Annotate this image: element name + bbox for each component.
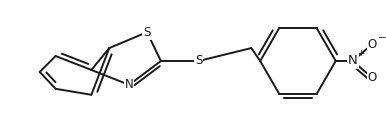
Text: N: N xyxy=(348,55,357,67)
Text: O: O xyxy=(368,71,377,84)
Text: O: O xyxy=(368,38,377,51)
Text: N: N xyxy=(125,78,134,91)
Text: S: S xyxy=(195,55,202,67)
Text: S: S xyxy=(143,26,151,39)
Text: −: − xyxy=(378,33,386,43)
Text: +: + xyxy=(357,49,364,58)
